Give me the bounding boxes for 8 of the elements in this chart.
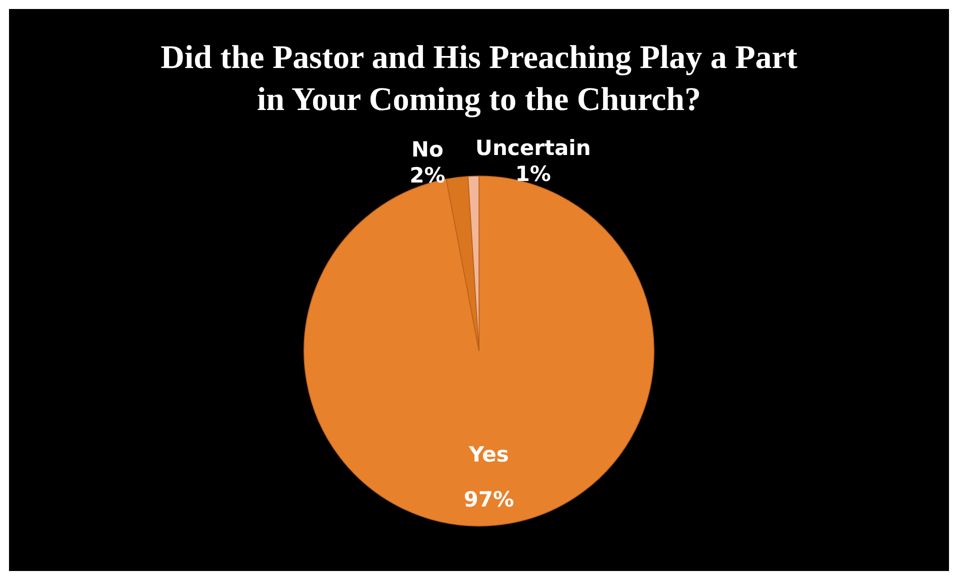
text: Did the Pastor and His Preaching Play a Part (160, 40, 798, 76)
slice-label: Yes (468, 442, 509, 467)
slice-label: Uncertain (475, 136, 591, 160)
data-label: 97% (464, 488, 514, 512)
data-label: 2% (410, 163, 446, 188)
data-label: 1% (515, 162, 551, 186)
text: in Your Coming to the Church? (256, 82, 702, 118)
slice-label: No (411, 137, 444, 162)
